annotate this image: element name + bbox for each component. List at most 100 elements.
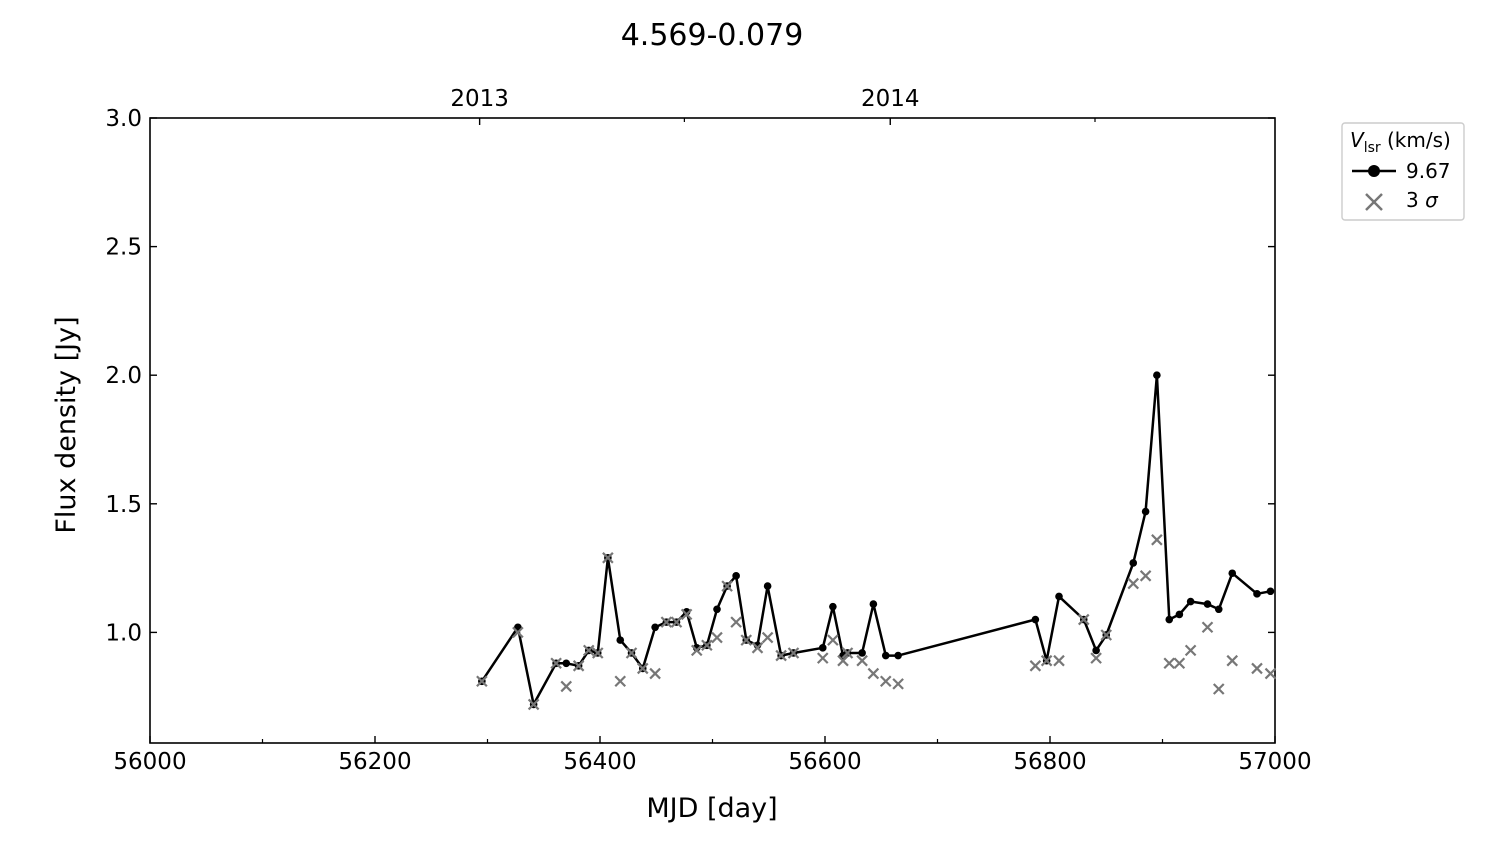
legend-sigma-symbol: σ	[1425, 188, 1439, 212]
series-9-67-point-45	[1186, 597, 1195, 606]
series-9-67-point-30	[858, 649, 866, 657]
y-tick-label-2: 2.0	[105, 363, 142, 389]
sigma-point-35	[1040, 654, 1053, 667]
sigma-point-13	[660, 616, 673, 628]
sigma-point-5	[572, 660, 585, 672]
sigma-point-8	[602, 552, 614, 564]
sigma-point-39	[1100, 629, 1113, 641]
y-axis-ticks: 1.0 1.5 2.0 2.5 3.0	[105, 106, 1275, 646]
sigma-point-50	[1264, 667, 1277, 680]
sigma-point-20	[730, 616, 742, 628]
sigma-point-45	[1184, 644, 1197, 657]
x-axis-title: MJD [day]	[646, 793, 777, 824]
sigma-point-26	[816, 652, 829, 664]
legend-dot-swatch	[1368, 165, 1380, 177]
series-9-67-point-40	[1129, 559, 1138, 567]
legend-title-sub: lsr	[1364, 140, 1381, 156]
series-9-67-point-34	[1031, 615, 1040, 624]
y-tick-label-1: 1.5	[105, 492, 142, 518]
sigma-point-40	[1127, 577, 1140, 590]
sigma-point-33	[892, 678, 904, 690]
sigma-point-12	[649, 667, 661, 680]
series-3-sigma	[476, 534, 1277, 711]
x-tick-label-5: 57000	[1238, 749, 1311, 775]
sigma-point-30	[856, 654, 868, 667]
sigma-point-17	[701, 639, 713, 652]
sigma-point-21	[740, 634, 753, 646]
sigma-point-28	[837, 654, 849, 667]
legend-title: Vlsr (km/s)	[1350, 128, 1451, 156]
legend-box	[1341, 122, 1465, 221]
series-9-67-point-9	[616, 636, 625, 644]
sigma-point-42	[1151, 534, 1163, 546]
sigma-point-34	[1029, 660, 1042, 672]
series-9-67-point-31	[869, 600, 878, 608]
plot-area: 56000 56200 56400 56600 56800 57000 2013 2014 …	[105, 86, 1311, 775]
top-tick-label-1: 2014	[861, 86, 920, 112]
sigma-point-41	[1139, 570, 1152, 582]
series-9-67-point-48	[1228, 569, 1237, 578]
sigma-point-43	[1163, 657, 1176, 670]
series-9-67-point-38	[1092, 646, 1100, 655]
sigma-point-46	[1201, 621, 1214, 634]
sigma-point-32	[879, 675, 892, 688]
series-9-67-point-18	[713, 605, 721, 614]
sigma-point-19	[721, 580, 733, 592]
sigma-point-18	[711, 631, 723, 644]
sigma-point-6	[582, 644, 595, 657]
sigma-point-47	[1212, 683, 1225, 695]
sigma-point-38	[1090, 652, 1102, 664]
sigma-point-24	[775, 649, 787, 662]
axes-frame	[149, 117, 1276, 744]
chart-title: 4.569-0.079	[621, 18, 804, 53]
series-9-67-point-12	[651, 623, 659, 632]
legend-title-unit: (km/s)	[1381, 128, 1451, 152]
legend-label-series: 9.67	[1406, 159, 1451, 183]
series-9-67-point-43	[1165, 615, 1174, 624]
sigma-point-0	[476, 675, 488, 688]
sigma-point-14	[670, 616, 683, 628]
series-9-67-point-42	[1153, 371, 1161, 380]
sigma-point-44	[1173, 657, 1186, 670]
sigma-point-49	[1251, 662, 1263, 675]
sigma-point-27	[827, 634, 839, 646]
sigma-point-4	[560, 680, 573, 693]
x-axis-ticks: 56000 56200 56400 56600 56800 57000	[113, 736, 1312, 775]
top-tick-label-0: 2013	[450, 86, 509, 112]
sigma-point-1	[512, 626, 524, 639]
series-9-67-point-33	[894, 651, 902, 660]
series-9-67-point-23	[763, 582, 772, 590]
series-9-67-point-32	[881, 651, 890, 660]
sigma-point-48	[1226, 654, 1239, 667]
sigma-point-11	[636, 662, 649, 675]
x-tick-label-3: 56600	[788, 749, 861, 775]
series-9-67-point-49	[1253, 590, 1261, 598]
sigma-point-36	[1053, 654, 1065, 667]
sigma-point-37	[1077, 613, 1090, 626]
y-axis-title: Flux density [Jy]	[51, 316, 82, 533]
y-tick-label-4: 3.0	[105, 106, 142, 132]
sigma-point-10	[625, 647, 638, 659]
sigma-point-23	[761, 631, 774, 644]
sigma-point-31	[867, 667, 880, 680]
legend-title-v: V	[1350, 128, 1365, 152]
legend: Vlsr (km/s) 9.67 3 σ	[1341, 122, 1465, 221]
x-tick-label-1: 56200	[338, 749, 411, 775]
sigma-point-16	[690, 644, 703, 657]
legend-sigma-prefix: 3	[1406, 188, 1425, 212]
y-tick-label-3: 2.5	[105, 235, 142, 261]
sigma-point-22	[751, 642, 764, 654]
sigma-point-3	[550, 657, 562, 670]
series-9-67-point-50	[1266, 587, 1275, 596]
sigma-point-15	[680, 608, 693, 621]
series-9-67-point-4	[562, 659, 571, 668]
series-9-67-point-20	[732, 572, 740, 580]
series-9-67-point-26	[818, 644, 827, 652]
series-9-67-point-44	[1175, 610, 1184, 619]
series-9-67-point-41	[1141, 507, 1150, 516]
legend-label-sigma: 3 σ	[1406, 188, 1439, 212]
top-year-axis: 2013 2014	[450, 86, 1096, 125]
sigma-point-25	[787, 647, 800, 659]
series-9-67-point-36	[1055, 592, 1063, 601]
